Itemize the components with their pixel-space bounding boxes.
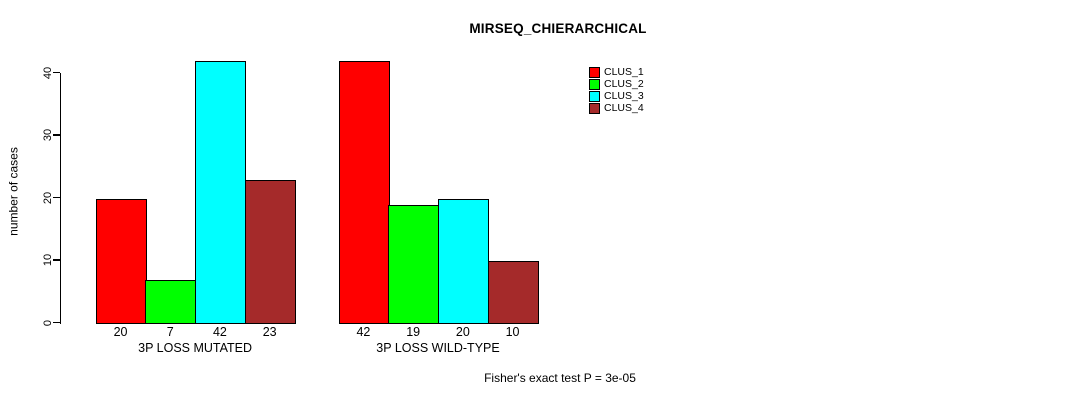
- bar-value-label: 7: [166, 324, 174, 339]
- legend-swatch-clus_2: [589, 79, 600, 90]
- bar-clus_3-group2: [438, 198, 489, 324]
- y-axis-tick: [52, 259, 61, 261]
- legend-swatch-clus_1: [589, 67, 600, 78]
- y-axis-tick: [52, 71, 61, 74]
- legend-label-clus_1: CLUS_1: [604, 66, 644, 78]
- bar-clus_4-group2: [487, 261, 539, 324]
- y-axis-tick: [52, 196, 61, 199]
- bar-value-label: 42: [212, 324, 227, 339]
- y-axis-line: [60, 72, 62, 324]
- y-axis-tick-label: 10: [41, 253, 54, 267]
- bar-clus_3-group1: [195, 61, 247, 324]
- bar-value-label: 20: [455, 324, 470, 339]
- y-axis-tick: [52, 134, 61, 136]
- bar-value-label: 23: [262, 324, 277, 339]
- legend-swatch-clus_4: [589, 103, 600, 114]
- bar-value-label: 19: [406, 324, 421, 339]
- group-label: 3P LOSS MUTATED: [138, 340, 253, 355]
- bar-clus_1-group1: [95, 198, 147, 324]
- bar-clus_2-group1: [145, 279, 197, 324]
- group-label: 3P LOSS WILD-TYPE: [376, 340, 500, 355]
- y-axis-tick-label: 0: [41, 319, 54, 326]
- footnote-caption: Fisher's exact test P = 3e-05: [484, 371, 636, 385]
- bar-value-label: 42: [356, 324, 371, 339]
- y-axis-tick-label: 30: [41, 128, 54, 142]
- bar-clus_2-group2: [388, 204, 440, 324]
- y-axis-label: number of cases: [6, 147, 21, 236]
- legend-label-clus_4: CLUS_4: [604, 102, 644, 114]
- y-axis-tick-label: 40: [41, 66, 54, 79]
- bar-value-label: 10: [505, 324, 520, 339]
- bar-clus_1-group2: [338, 61, 390, 324]
- y-axis-tick: [52, 321, 61, 324]
- bar-clus_4-group1: [244, 179, 296, 324]
- y-axis-tick-label: 20: [41, 191, 54, 204]
- legend-label-clus_3: CLUS_3: [604, 90, 644, 102]
- legend-label-clus_2: CLUS_2: [604, 78, 644, 90]
- bar-value-label: 20: [113, 324, 128, 339]
- legend-swatch-clus_3: [589, 91, 600, 102]
- chart-title: MIRSEQ_CHIERARCHICAL: [469, 21, 647, 36]
